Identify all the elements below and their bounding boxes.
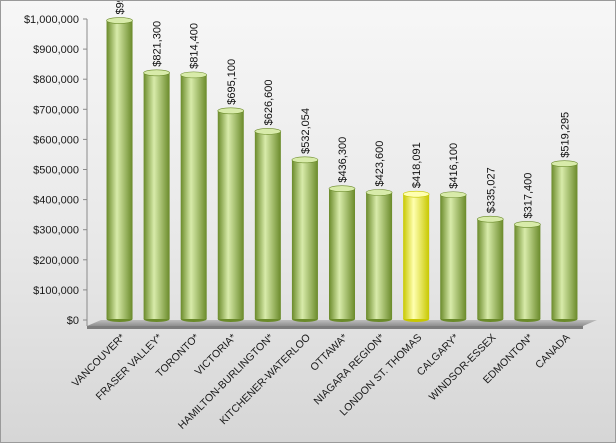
y-tick-label: $0 bbox=[67, 315, 79, 327]
bar bbox=[143, 69, 170, 322]
data-label: $821,300 bbox=[152, 21, 164, 67]
bar-body bbox=[106, 20, 133, 320]
bar-top bbox=[365, 189, 393, 196]
bar-body bbox=[403, 194, 430, 319]
bar-top bbox=[514, 221, 541, 228]
floor-top bbox=[87, 320, 597, 326]
x-tick-label: NIAGARA REGION* bbox=[311, 332, 387, 408]
y-axis: $0 $100,000 $200,000 $300,000 $400,000 $500,0… bbox=[24, 14, 88, 327]
bar bbox=[180, 71, 207, 322]
bar-top bbox=[143, 69, 170, 77]
bar-body bbox=[291, 159, 318, 319]
bar-top bbox=[551, 160, 578, 167]
data-label: $335,027 bbox=[485, 167, 497, 213]
y-tick-label: $800,000 bbox=[33, 74, 79, 86]
bar bbox=[328, 185, 356, 322]
y-tick-label: $400,000 bbox=[33, 195, 79, 207]
bar bbox=[254, 128, 282, 322]
bar bbox=[551, 160, 578, 322]
floor-edge bbox=[87, 326, 583, 329]
data-labels: $994,900 $821,300 $814,400 $695,100 $626,600… bbox=[115, 1, 572, 218]
bar bbox=[291, 156, 319, 322]
bar bbox=[514, 221, 541, 322]
bar-body bbox=[366, 192, 393, 319]
y-tick-label: $500,000 bbox=[33, 165, 79, 177]
bar-top bbox=[477, 215, 504, 223]
bar-top bbox=[328, 185, 356, 192]
bar-top bbox=[254, 128, 282, 135]
bar bbox=[477, 215, 504, 322]
y-tick-label: $1,000,000 bbox=[24, 14, 79, 26]
data-label: $532,054 bbox=[300, 108, 312, 154]
bar-top bbox=[180, 71, 207, 79]
bar-body bbox=[551, 163, 578, 319]
bar-body bbox=[329, 188, 355, 319]
y-tick-label: $900,000 bbox=[33, 44, 79, 56]
data-label: $436,300 bbox=[337, 137, 349, 183]
bar-body bbox=[143, 72, 170, 319]
bar-top bbox=[217, 107, 245, 115]
data-label: $814,400 bbox=[189, 23, 201, 69]
bar-body bbox=[440, 194, 467, 319]
x-tick-label: FRASER VALLEY* bbox=[94, 332, 165, 403]
data-label: $695,100 bbox=[226, 59, 238, 105]
bar bbox=[402, 190, 430, 322]
bar-body bbox=[514, 224, 541, 319]
bar bbox=[365, 189, 393, 322]
bar-body bbox=[217, 110, 244, 319]
y-tick-label: $200,000 bbox=[33, 255, 79, 267]
x-tick-label: CANADA bbox=[533, 332, 572, 371]
data-label: $519,295 bbox=[559, 112, 571, 158]
bar-body bbox=[477, 219, 504, 319]
data-label: $317,400 bbox=[522, 173, 534, 219]
chart-floor bbox=[87, 320, 597, 329]
bar-top bbox=[439, 191, 467, 199]
y-tick-label: $700,000 bbox=[33, 104, 79, 116]
bar-top bbox=[291, 156, 319, 164]
y-tick-label: $300,000 bbox=[33, 225, 79, 237]
data-label: $626,600 bbox=[263, 80, 275, 126]
bar-top bbox=[106, 17, 133, 24]
bar-top bbox=[402, 190, 430, 198]
bar bbox=[217, 107, 245, 322]
bar bbox=[439, 191, 467, 322]
bars bbox=[106, 17, 578, 322]
y-tick-label: $600,000 bbox=[33, 134, 79, 146]
data-label: $418,091 bbox=[411, 142, 423, 188]
bar bbox=[106, 17, 133, 322]
x-tick-label: WINDSOR-ESSEX bbox=[427, 332, 499, 404]
data-label: $994,900 bbox=[115, 1, 127, 15]
y-tick-label: $100,000 bbox=[33, 285, 79, 297]
bar-body bbox=[180, 74, 207, 319]
data-label: $423,600 bbox=[374, 141, 386, 187]
bar-body bbox=[254, 131, 281, 319]
data-label: $416,100 bbox=[448, 143, 460, 189]
x-axis: VANCOUVER*FRASER VALLEY*TORONTO*VICTORIA… bbox=[70, 332, 573, 432]
